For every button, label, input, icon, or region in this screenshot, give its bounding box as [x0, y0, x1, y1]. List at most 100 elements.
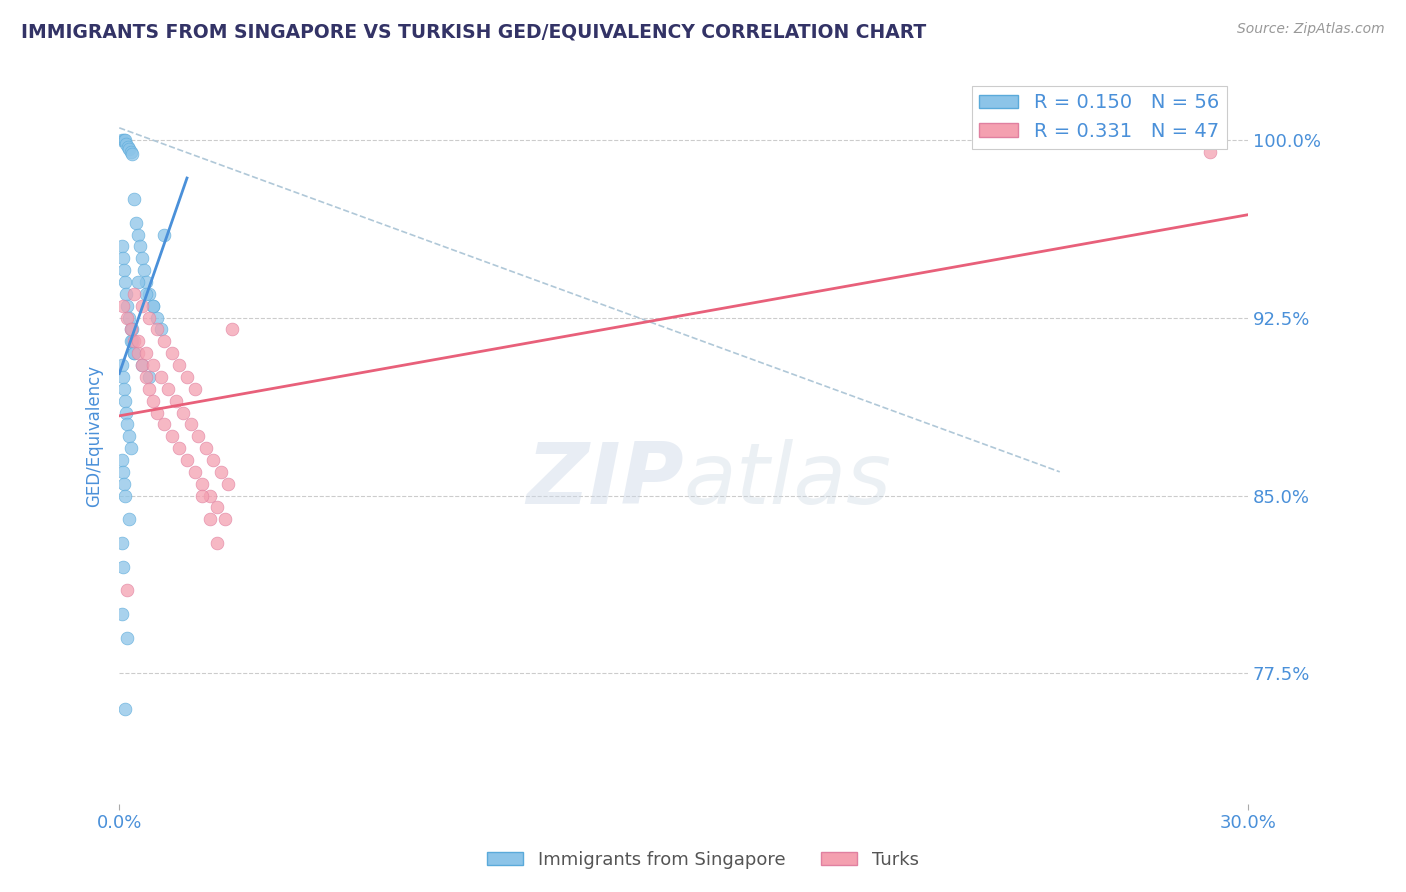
Point	[183, 382, 205, 396]
Point	[124, 334, 146, 349]
Point	[129, 239, 152, 253]
Point	[124, 346, 146, 360]
Legend: R = 0.150   N = 56, R = 0.331   N = 47: R = 0.150 N = 56, R = 0.331 N = 47	[972, 86, 1227, 149]
Point	[138, 370, 160, 384]
Point	[117, 140, 139, 154]
Point	[135, 346, 157, 360]
Point	[111, 453, 134, 467]
Point	[131, 252, 153, 266]
Point	[198, 489, 221, 503]
Point	[115, 137, 138, 152]
Point	[115, 631, 138, 645]
Point	[153, 334, 176, 349]
Point	[142, 358, 165, 372]
Point	[120, 322, 142, 336]
Point	[172, 405, 194, 419]
Point	[180, 417, 202, 432]
Point	[160, 346, 183, 360]
Point	[112, 382, 135, 396]
Point	[121, 322, 143, 336]
Point	[121, 334, 143, 349]
Point	[112, 370, 135, 384]
Point	[112, 133, 135, 147]
Point	[114, 393, 136, 408]
Point	[202, 453, 225, 467]
Point	[127, 346, 149, 360]
Point	[176, 453, 198, 467]
Point	[115, 583, 138, 598]
Point	[114, 275, 136, 289]
Point	[118, 512, 141, 526]
Point	[115, 286, 138, 301]
Point	[149, 370, 172, 384]
Point	[112, 476, 135, 491]
Point	[194, 441, 217, 455]
Point	[132, 263, 155, 277]
Point	[127, 227, 149, 242]
Point	[1199, 145, 1222, 159]
Point	[115, 310, 138, 325]
Point	[176, 370, 198, 384]
Point	[142, 299, 165, 313]
Point	[205, 500, 228, 515]
Point	[183, 465, 205, 479]
Point	[205, 536, 228, 550]
Legend: Immigrants from Singapore, Turks: Immigrants from Singapore, Turks	[479, 844, 927, 876]
Point	[118, 142, 141, 156]
Point	[142, 393, 165, 408]
Point	[120, 145, 142, 159]
Point	[191, 489, 214, 503]
Point	[120, 322, 142, 336]
Point	[111, 133, 134, 147]
Point	[125, 216, 148, 230]
Point	[114, 133, 136, 147]
Point	[169, 441, 191, 455]
Text: Source: ZipAtlas.com: Source: ZipAtlas.com	[1237, 22, 1385, 37]
Point	[153, 227, 176, 242]
Point	[111, 358, 134, 372]
Point	[111, 536, 134, 550]
Point	[111, 607, 134, 622]
Point	[217, 476, 239, 491]
Point	[187, 429, 209, 443]
Point	[138, 286, 160, 301]
Point	[135, 275, 157, 289]
Point	[118, 429, 141, 443]
Point	[146, 322, 169, 336]
Point	[127, 334, 149, 349]
Point	[120, 441, 142, 455]
Point	[124, 286, 146, 301]
Point	[120, 334, 142, 349]
Point	[114, 702, 136, 716]
Point	[131, 358, 153, 372]
Point	[191, 476, 214, 491]
Point	[121, 147, 143, 161]
Point	[135, 286, 157, 301]
Text: IMMIGRANTS FROM SINGAPORE VS TURKISH GED/EQUIVALENCY CORRELATION CHART: IMMIGRANTS FROM SINGAPORE VS TURKISH GED…	[21, 22, 927, 41]
Point	[149, 322, 172, 336]
Y-axis label: GED/Equivalency: GED/Equivalency	[86, 365, 103, 508]
Point	[138, 382, 160, 396]
Point	[118, 310, 141, 325]
Point	[160, 429, 183, 443]
Point	[115, 417, 138, 432]
Point	[114, 489, 136, 503]
Point	[112, 252, 135, 266]
Point	[153, 417, 176, 432]
Point	[131, 358, 153, 372]
Point	[165, 393, 187, 408]
Point	[127, 275, 149, 289]
Point	[135, 370, 157, 384]
Point	[112, 465, 135, 479]
Point	[221, 322, 243, 336]
Point	[112, 559, 135, 574]
Point	[124, 192, 146, 206]
Point	[112, 263, 135, 277]
Point	[115, 299, 138, 313]
Point	[146, 310, 169, 325]
Point	[115, 405, 138, 419]
Point	[131, 299, 153, 313]
Point	[209, 465, 232, 479]
Point	[146, 405, 169, 419]
Point	[214, 512, 236, 526]
